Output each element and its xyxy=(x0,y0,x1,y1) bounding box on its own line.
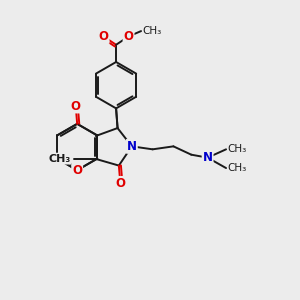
Text: O: O xyxy=(124,30,134,43)
Text: O: O xyxy=(99,30,109,43)
Text: N: N xyxy=(127,140,137,153)
Text: N: N xyxy=(202,151,213,164)
Text: O: O xyxy=(115,177,125,190)
Text: CH₃: CH₃ xyxy=(142,26,162,36)
Text: CH₃: CH₃ xyxy=(48,154,70,164)
Text: O: O xyxy=(72,164,82,177)
Text: O: O xyxy=(71,100,81,112)
Text: CH₃: CH₃ xyxy=(227,163,247,173)
Text: CH₃: CH₃ xyxy=(227,144,247,154)
